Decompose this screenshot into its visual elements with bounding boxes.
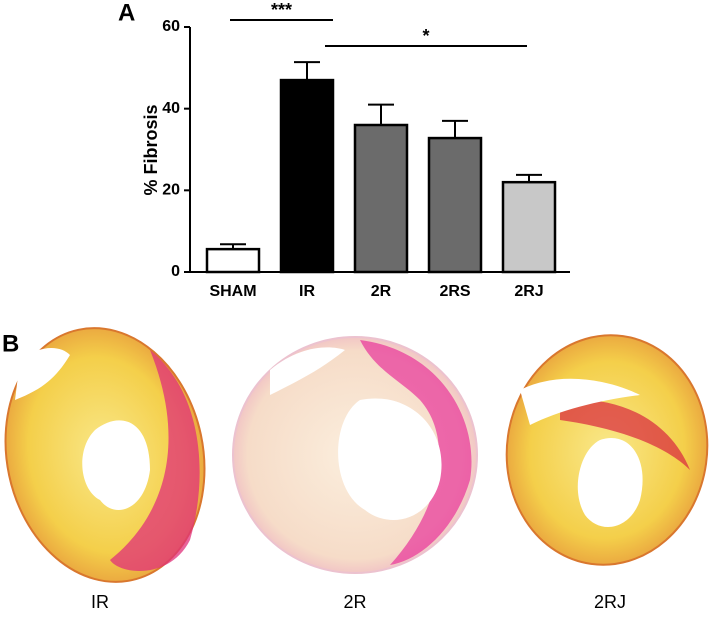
x-tick-label: 2RJ <box>514 283 543 300</box>
significance-label: *** <box>271 0 292 20</box>
section-2r <box>232 336 478 574</box>
x-tick-label: 2R <box>371 283 392 300</box>
bar <box>353 123 409 274</box>
image-label: IR <box>91 592 109 612</box>
bar <box>205 247 261 274</box>
image-label: 2R <box>343 592 366 612</box>
histology-images <box>4 327 709 583</box>
significance-label: * <box>422 26 429 46</box>
y-tick-label: 60 <box>162 18 180 35</box>
image-label: 2RJ <box>594 592 626 612</box>
y-tick-label: 20 <box>162 182 180 199</box>
section-2rj <box>505 334 709 566</box>
x-tick-label: 2RS <box>439 283 470 300</box>
section-ir <box>4 327 206 583</box>
x-tick-label: SHAM <box>209 283 256 300</box>
bar <box>501 180 557 274</box>
bar <box>279 78 335 274</box>
y-tick-label: 40 <box>162 100 180 117</box>
x-tick-label: IR <box>299 283 315 300</box>
panel-label: A <box>118 0 135 26</box>
y-axis-label: % Fibrosis <box>141 104 161 195</box>
y-tick-label: 0 <box>171 263 180 280</box>
panel-label: B <box>2 330 19 357</box>
bar <box>427 136 483 274</box>
